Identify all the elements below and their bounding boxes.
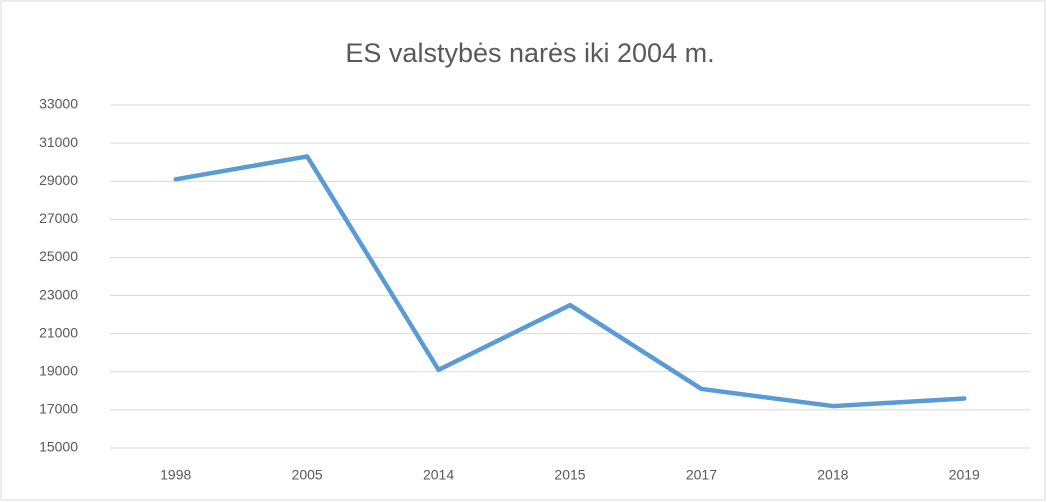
chart-title: ES valstybės narės iki 2004 m. [345, 38, 714, 68]
x-tick-label: 2019 [949, 467, 980, 483]
y-tick-label: 27000 [39, 210, 78, 226]
x-tick-label: 2017 [686, 467, 717, 483]
y-tick-label: 15000 [39, 439, 78, 455]
y-tick-label: 17000 [39, 401, 78, 417]
y-tick-label: 29000 [39, 172, 78, 188]
x-tick-label: 2014 [423, 467, 454, 483]
y-tick-label: 21000 [39, 324, 78, 340]
y-tick-label: 25000 [39, 248, 78, 264]
y-tick-label: 31000 [39, 134, 78, 150]
x-tick-label: 1998 [160, 467, 191, 483]
y-tick-label: 33000 [39, 96, 78, 112]
x-tick-label: 2018 [817, 467, 848, 483]
y-tick-label: 19000 [39, 362, 78, 378]
data-line [173, 154, 967, 409]
x-tick-label: 2005 [292, 467, 323, 483]
x-tick-label: 2015 [554, 467, 585, 483]
y-tick-label: 23000 [39, 286, 78, 302]
